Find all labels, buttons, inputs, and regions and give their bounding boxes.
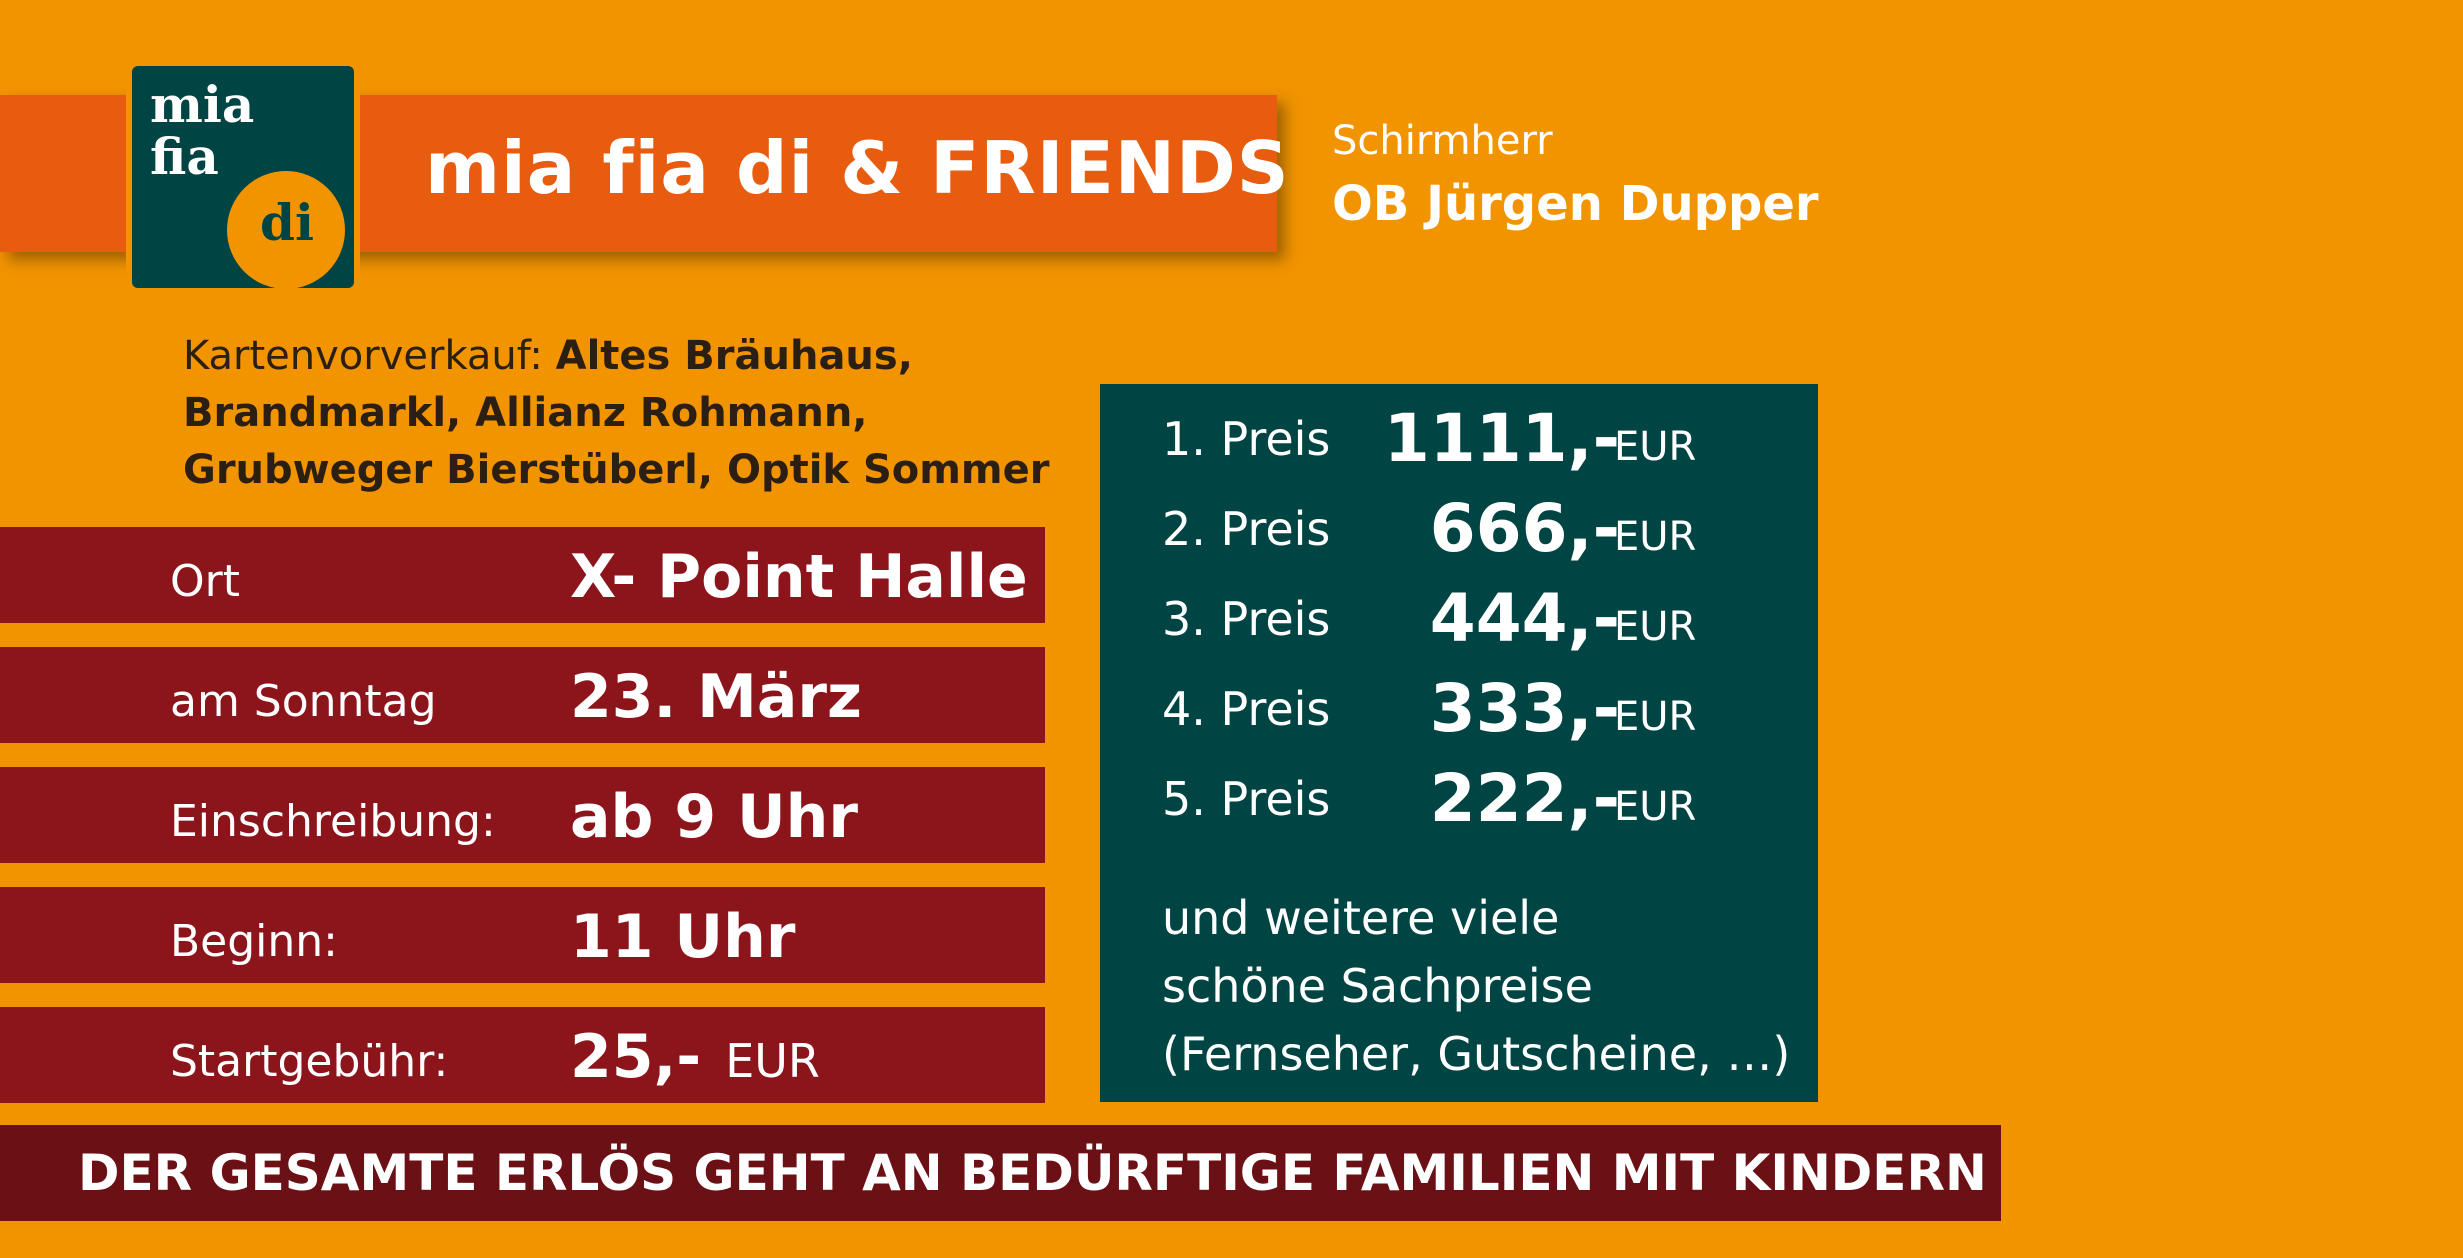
presale-info: Kartenvorverkauf: Altes Bräuhaus, Brandm… <box>183 328 1083 499</box>
info-value-text: X- Point Halle <box>570 542 1028 612</box>
prize-amount: 222,- <box>1429 760 1620 837</box>
mia-fia-di-logo: mia fia di <box>126 60 360 294</box>
charity-banner: DER GESAMTE ERLÖS GEHT AN BEDÜRFTIGE FAM… <box>0 1125 2001 1221</box>
info-row-venue: Ort X- Point Halle <box>0 527 1045 623</box>
prize-amount: 666,- <box>1429 490 1620 567</box>
prize-unit: EUR <box>1614 514 1697 560</box>
presale-line-1: Altes Bräuhaus, <box>555 333 913 379</box>
presale-label: Kartenvorverkauf: <box>183 333 543 379</box>
info-value: 11 Uhr <box>570 887 795 983</box>
info-row-fee: Startgebühr: 25,- EUR <box>0 1007 1045 1103</box>
prize-row: 1. Preis 1111,- EUR <box>1100 394 1818 484</box>
info-label: Beginn: <box>170 916 339 967</box>
prize-extra-line-1: und weitere viele <box>1162 891 1560 945</box>
prize-amount: 1111,- <box>1383 400 1620 477</box>
info-label: Ort <box>170 556 240 607</box>
prize-unit: EUR <box>1614 784 1697 830</box>
info-value: ab 9 Uhr <box>570 767 858 863</box>
prize-unit: EUR <box>1614 694 1697 740</box>
info-value-text: 11 Uhr <box>570 902 796 972</box>
info-value-text: 23. März <box>570 662 862 732</box>
prize-label: 3. Preis <box>1162 592 1331 646</box>
patron-name: OB Jürgen Dupper <box>1332 176 1819 232</box>
info-label: Einschreibung: <box>170 796 496 847</box>
logo-circle <box>227 171 345 289</box>
info-row-date: am Sonntag 23. März <box>0 647 1045 743</box>
prize-label: 2. Preis <box>1162 502 1331 556</box>
presale-line-3: Grubweger Bierstüberl, Optik Sommer <box>183 447 1050 493</box>
info-unit: EUR <box>725 1034 820 1088</box>
info-value: 23. März <box>570 647 862 743</box>
info-row-registration: Einschreibung: ab 9 Uhr <box>0 767 1045 863</box>
logo-word-mia: mia <box>150 75 255 134</box>
prize-extra-text: und weitere viele schöne Sachpreise (Fer… <box>1162 884 1802 1088</box>
info-value-text: ab 9 Uhr <box>570 782 858 852</box>
info-value: X- Point Halle <box>570 527 1028 623</box>
prize-row: 5. Preis 222,- EUR <box>1100 754 1818 844</box>
prize-row: 4. Preis 333,- EUR <box>1100 664 1818 754</box>
prize-amount: 333,- <box>1429 670 1620 747</box>
logo-word-di: di <box>260 193 314 252</box>
info-value-text: 25,- <box>570 1022 702 1092</box>
charity-banner-text: DER GESAMTE ERLÖS GEHT AN BEDÜRFTIGE FAM… <box>78 1144 1987 1202</box>
prize-unit: EUR <box>1614 604 1697 650</box>
info-label: Startgebühr: <box>170 1036 449 1087</box>
prize-amount: 444,- <box>1429 580 1620 657</box>
prize-label: 5. Preis <box>1162 772 1331 826</box>
prize-row: 3. Preis 444,- EUR <box>1100 574 1818 664</box>
prize-unit: EUR <box>1614 424 1697 470</box>
event-title: mia fia di & FRIENDS <box>425 126 1290 210</box>
presale-line-2: Brandmarkl, Allianz Rohmann, <box>183 390 868 436</box>
info-label: am Sonntag <box>170 676 437 727</box>
prize-label: 4. Preis <box>1162 682 1331 736</box>
logo-word-fia: fia <box>150 127 219 186</box>
prize-extra-line-2: schöne Sachpreise <box>1162 959 1593 1013</box>
prize-extra-line-3: (Fernseher, Gutscheine, …) <box>1162 1027 1791 1081</box>
patron-label: Schirmherr <box>1332 118 1553 164</box>
prize-row: 2. Preis 666,- EUR <box>1100 484 1818 574</box>
info-value: 25,- EUR <box>570 1007 820 1103</box>
info-row-start: Beginn: 11 Uhr <box>0 887 1045 983</box>
prize-label: 1. Preis <box>1162 412 1331 466</box>
logo-square: mia fia di <box>132 66 354 289</box>
prize-box: 1. Preis 1111,- EUR 2. Preis 666,- EUR 3… <box>1100 384 1818 1102</box>
